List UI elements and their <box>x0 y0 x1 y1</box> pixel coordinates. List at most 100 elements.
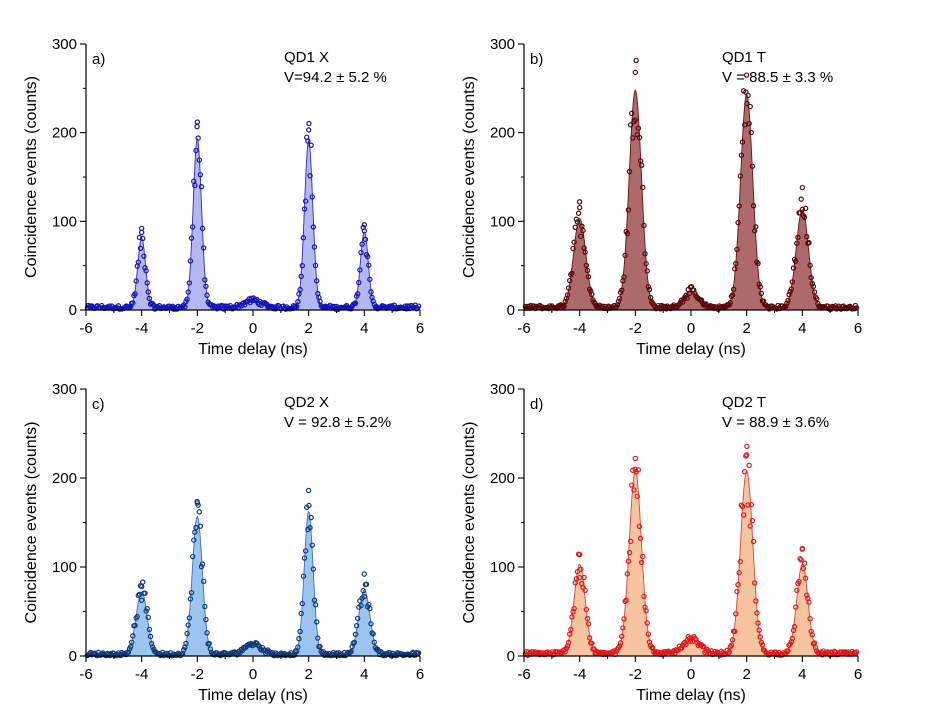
data-point <box>631 487 637 493</box>
x-tick-label: -6 <box>79 320 92 337</box>
y-tick-label: 200 <box>52 125 77 142</box>
data-point <box>585 621 592 627</box>
data-point <box>295 299 301 305</box>
data-point-peak <box>305 487 312 494</box>
data-point <box>307 525 313 531</box>
data-point <box>311 244 318 250</box>
data-point <box>630 135 636 141</box>
data-point <box>351 639 358 646</box>
data-point <box>738 152 745 158</box>
data-point <box>678 645 685 651</box>
data-point <box>625 207 632 213</box>
data-point <box>615 298 622 305</box>
data-point <box>840 649 847 655</box>
data-point <box>750 203 757 209</box>
data-point <box>573 216 580 222</box>
data-point <box>790 265 797 271</box>
data-point <box>645 284 652 290</box>
data-point <box>570 245 576 252</box>
data-point <box>193 524 199 531</box>
y-tick-label: 0 <box>507 648 515 665</box>
data-point <box>785 297 791 304</box>
data-point <box>146 626 153 633</box>
data-point <box>740 512 747 518</box>
data-point <box>560 304 566 310</box>
data-point <box>852 650 859 656</box>
data-point <box>626 168 633 175</box>
data-point <box>135 259 142 265</box>
data-point <box>624 230 631 237</box>
data-point <box>733 611 739 617</box>
data-point-peak <box>799 546 806 552</box>
data-point <box>578 566 584 572</box>
panel-title: QD1 T <box>722 49 766 66</box>
data-point <box>314 619 320 625</box>
data-point <box>792 604 799 610</box>
data-point <box>391 302 397 308</box>
data-point <box>637 535 644 542</box>
panel-label: b) <box>530 51 543 68</box>
data-point-peak <box>138 225 145 232</box>
x-axis-label: Time delay (ns) <box>636 341 746 358</box>
data-point <box>203 283 209 290</box>
data-point <box>133 278 139 284</box>
data-point <box>737 173 743 179</box>
data-point <box>640 553 646 560</box>
data-point <box>645 631 652 637</box>
x-tick-label: 2 <box>304 666 312 683</box>
x-tick-label: -6 <box>517 320 530 337</box>
data-point <box>621 616 627 622</box>
data-point <box>571 605 577 612</box>
y-tick-label: 100 <box>490 213 515 230</box>
x-tick-label: 6 <box>416 666 424 683</box>
data-point <box>204 292 210 298</box>
data-point <box>187 258 194 264</box>
data-point <box>581 574 587 581</box>
data-point <box>732 266 738 272</box>
y-axis-label: Coincidence events (counts) <box>23 76 40 278</box>
x-axis-label: Time delay (ns) <box>198 687 308 704</box>
data-points <box>84 119 422 313</box>
data-point <box>789 279 796 285</box>
data-point <box>356 279 362 286</box>
data-point <box>632 466 638 472</box>
data-point <box>363 581 370 587</box>
data-point <box>361 594 368 600</box>
y-axis-label: Coincidence events (counts) <box>23 422 40 624</box>
x-tick-label: -2 <box>191 666 204 683</box>
data-point <box>749 163 756 169</box>
data-point <box>136 234 143 241</box>
data-point <box>619 287 625 293</box>
data-point <box>137 245 144 252</box>
data-point-peak <box>632 455 639 462</box>
data-point <box>639 559 645 566</box>
x-axis-label: Time delay (ns) <box>636 687 746 704</box>
data-point <box>644 620 650 626</box>
data-point <box>141 253 147 259</box>
data-point <box>306 502 312 509</box>
data-point <box>739 503 746 510</box>
data-point <box>299 262 305 269</box>
panel-title: QD2 X <box>284 394 329 411</box>
data-point <box>747 103 753 110</box>
data-point <box>567 277 573 284</box>
data-point-peak <box>743 452 750 458</box>
data-point <box>199 561 206 567</box>
data-point <box>572 224 578 230</box>
data-point <box>801 214 808 221</box>
data-point <box>750 538 757 545</box>
data-point <box>309 542 315 548</box>
data-point <box>298 273 304 280</box>
data-point <box>294 304 300 310</box>
data-point <box>301 206 308 212</box>
data-point <box>135 592 142 599</box>
data-point <box>788 286 794 292</box>
data-point <box>297 628 303 635</box>
data-point <box>742 469 748 475</box>
data-point <box>624 571 631 577</box>
data-point <box>306 120 312 127</box>
data-point <box>189 224 196 230</box>
data-point <box>646 286 653 293</box>
data-point <box>196 509 202 515</box>
data-point <box>784 300 790 307</box>
